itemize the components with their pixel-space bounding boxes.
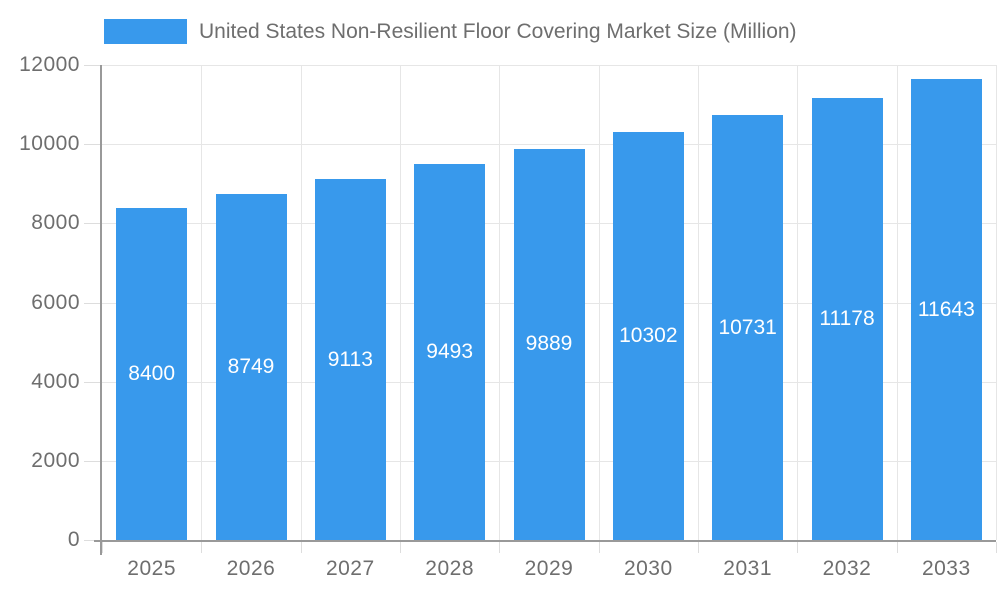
y-axis-label: 2000 (31, 449, 80, 472)
y-tick (84, 65, 102, 66)
v-gridline (201, 65, 202, 540)
x-tick (996, 542, 997, 553)
bar-value-label: 11178 (819, 306, 875, 330)
v-gridline (897, 65, 898, 540)
bar-value-label: 8749 (227, 354, 275, 378)
x-axis-line (94, 540, 996, 542)
y-axis-line (100, 65, 102, 555)
y-tick (84, 461, 102, 462)
x-tick (797, 542, 798, 553)
v-gridline (698, 65, 699, 540)
bar-value-label: 9889 (525, 332, 573, 356)
x-axis-label: 2030 (623, 557, 673, 580)
x-axis-label: 2032 (822, 557, 872, 580)
v-gridline (301, 65, 302, 540)
y-tick (84, 223, 102, 224)
y-axis-label: 4000 (31, 370, 80, 393)
legend-swatch (104, 19, 187, 44)
bar-2028[interactable]: 9493 (414, 164, 486, 540)
bar-value-label: 8400 (128, 361, 176, 385)
y-axis-label: 8000 (31, 211, 80, 234)
y-axis-label: 10000 (19, 132, 80, 155)
bar-2030[interactable]: 10302 (612, 132, 684, 540)
y-axis-label: 12000 (19, 53, 80, 76)
y-axis-label: 0 (67, 528, 80, 551)
bar-value-label: 9493 (426, 340, 474, 364)
bar-2026[interactable]: 8749 (215, 193, 287, 540)
x-tick (499, 542, 500, 553)
x-tick (698, 542, 699, 553)
x-axis-label: 2026 (226, 557, 276, 580)
x-axis-label: 2031 (723, 557, 773, 580)
x-tick (102, 542, 103, 553)
x-tick (897, 542, 898, 553)
legend-label: United States Non-Resilient Floor Coveri… (199, 19, 797, 43)
h-gridline (102, 65, 996, 66)
y-tick (84, 303, 102, 304)
y-tick (84, 144, 102, 145)
bar-value-label: 10302 (619, 324, 678, 348)
legend[interactable]: United States Non-Resilient Floor Coveri… (104, 19, 797, 44)
x-tick (599, 542, 600, 553)
bar-value-label: 9113 (327, 347, 373, 371)
bar-2025[interactable]: 8400 (116, 207, 188, 540)
bar-value-label: 10731 (718, 315, 777, 339)
bar-2029[interactable]: 9889 (513, 148, 585, 540)
x-tick (400, 542, 401, 553)
v-gridline (499, 65, 500, 540)
v-gridline (797, 65, 798, 540)
bar-value-label: 11643 (917, 297, 975, 321)
y-tick (84, 540, 102, 541)
v-gridline (599, 65, 600, 540)
v-gridline (996, 65, 997, 540)
bar-2033[interactable]: 11643 (910, 79, 982, 540)
x-axis-label: 2028 (425, 557, 475, 580)
x-axis-label: 2027 (325, 557, 375, 580)
x-axis-label: 2029 (524, 557, 574, 580)
x-axis-label: 2025 (127, 557, 177, 580)
x-tick (301, 542, 302, 553)
x-tick (201, 542, 202, 553)
bar-2031[interactable]: 10731 (712, 115, 784, 540)
y-tick (84, 382, 102, 383)
y-axis-label: 6000 (31, 291, 80, 314)
bar-2032[interactable]: 11178 (811, 97, 883, 540)
v-gridline (400, 65, 401, 540)
x-axis-label: 2033 (921, 557, 971, 580)
h-gridline (102, 144, 996, 145)
bar-2027[interactable]: 9113 (314, 179, 386, 540)
